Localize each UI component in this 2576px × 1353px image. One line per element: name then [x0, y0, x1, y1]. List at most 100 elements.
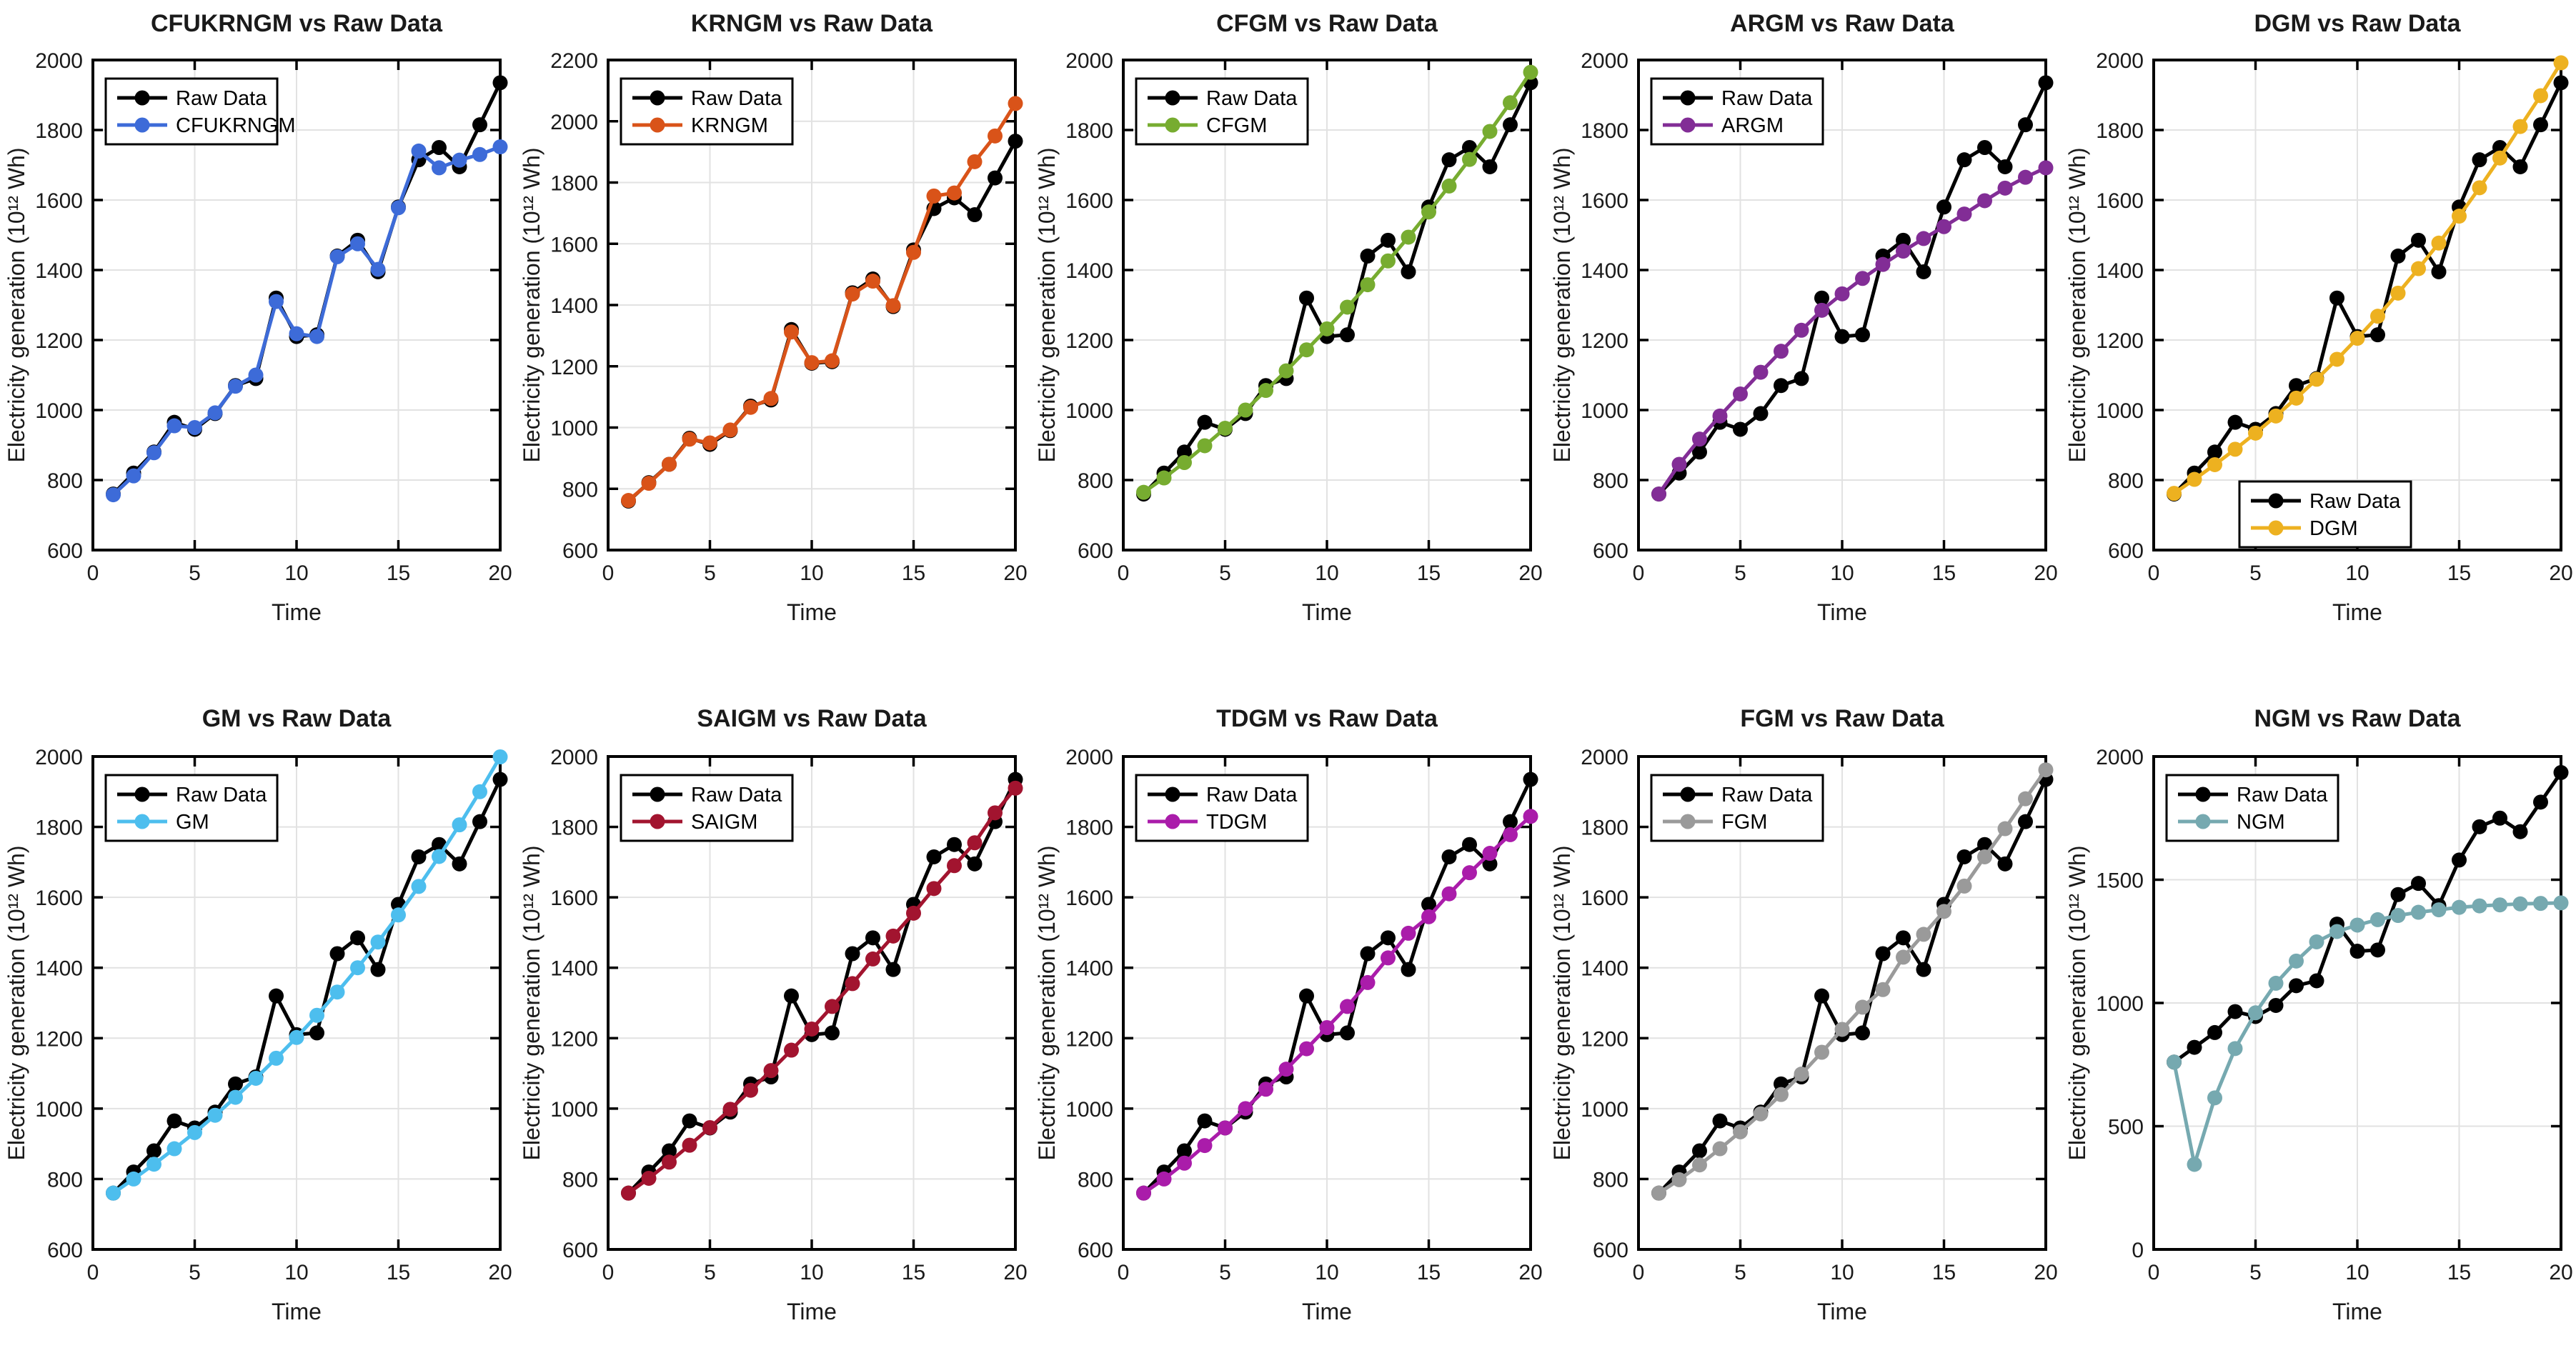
- data-point-krngm: [988, 128, 1003, 144]
- legend-marker-sample: [134, 787, 150, 802]
- data-point-raw-data: [784, 988, 799, 1004]
- data-point-cfgm: [1177, 455, 1192, 470]
- y-tick-label: 1400: [2096, 259, 2144, 283]
- data-point-raw-data: [1441, 152, 1457, 168]
- data-point-cfukrngm: [472, 146, 487, 162]
- data-point-raw-data: [1441, 849, 1457, 864]
- subplot-krngm: KRNGM vs Raw Data 600 800 1000 1200 1400 1600 1…: [519, 10, 1028, 625]
- data-point-saigm: [825, 999, 840, 1014]
- y-tick-label: 1800: [1065, 817, 1113, 840]
- y-tick-label: 1200: [1065, 1027, 1113, 1051]
- data-point-raw-data: [2207, 444, 2222, 460]
- x-tick-label: 5: [704, 1261, 716, 1284]
- x-axis-label: Time: [1302, 1299, 1352, 1324]
- data-point-raw-data: [1482, 159, 1498, 174]
- data-point-raw-data: [1299, 988, 1314, 1004]
- data-point-gm: [228, 1089, 243, 1105]
- data-point-raw-data: [1834, 329, 1850, 344]
- legend-marker-sample: [134, 117, 150, 133]
- data-point-cfgm: [1238, 402, 1253, 418]
- data-point-krngm: [784, 324, 799, 340]
- y-tick-label: 1400: [550, 957, 598, 981]
- legend-marker-sample: [2195, 814, 2211, 829]
- data-point-raw-data: [1814, 988, 1829, 1004]
- x-tick-label: 5: [1219, 1261, 1231, 1284]
- data-point-raw-data: [1916, 962, 1931, 977]
- data-point-dgm: [2452, 209, 2467, 224]
- x-tick-label: 15: [1932, 561, 1956, 585]
- data-point-argm: [1956, 206, 1972, 222]
- y-tick-label: 1800: [1065, 119, 1113, 143]
- x-tick-label: 15: [2447, 561, 2471, 585]
- data-point-saigm: [784, 1042, 799, 1058]
- y-tick-label: 500: [2108, 1116, 2144, 1139]
- legend: Raw Data TDGM: [1135, 774, 1309, 842]
- data-point-krngm: [947, 185, 962, 201]
- legend-marker-sample: [2268, 520, 2284, 536]
- y-axis-label: Electricity generation (10¹² Wh): [1034, 845, 1060, 1160]
- data-point-raw-data: [967, 207, 983, 223]
- legend-label: Raw Data: [176, 784, 267, 807]
- data-point-dgm: [2268, 408, 2284, 424]
- x-tick-label: 5: [1734, 1261, 1746, 1284]
- x-axis-label: Time: [1302, 599, 1352, 625]
- legend: Raw Data FGM: [1650, 774, 1824, 842]
- data-point-dgm: [2553, 55, 2569, 71]
- y-tick-label: 600: [1593, 539, 1628, 563]
- y-tick-label: 1600: [550, 887, 598, 910]
- data-point-gm: [329, 984, 345, 1000]
- data-point-raw-data: [2370, 942, 2385, 958]
- y-tick-label: 1000: [550, 1098, 598, 1122]
- legend-box: [1650, 774, 1824, 842]
- data-point-krngm: [967, 154, 983, 169]
- legend-marker-sample: [2268, 493, 2284, 509]
- y-tick-label: 1400: [550, 294, 598, 318]
- data-point-fgm: [1875, 982, 1891, 997]
- legend: Raw Data NGM: [2165, 774, 2339, 842]
- y-tick-label: 1000: [1065, 399, 1113, 423]
- data-point-cfukrngm: [166, 418, 182, 434]
- x-tick-label: 5: [2249, 561, 2262, 585]
- x-axis-label: Time: [1817, 1299, 1867, 1324]
- data-point-ngm: [2309, 934, 2324, 949]
- data-point-raw-data: [2492, 810, 2507, 826]
- data-point-raw-data: [2038, 75, 2054, 91]
- data-point-raw-data: [1299, 290, 1314, 306]
- data-point-cfgm: [1218, 420, 1233, 436]
- x-axis-label: Time: [272, 1299, 322, 1324]
- data-point-fgm: [1712, 1141, 1728, 1157]
- legend-label: KRNGM: [691, 114, 768, 137]
- y-tick-label: 1000: [35, 399, 83, 423]
- y-axis-label: Electricity generation (10¹² Wh): [1034, 147, 1060, 462]
- data-point-tdgm: [1421, 909, 1436, 924]
- legend-label: ARGM: [1721, 114, 1784, 137]
- y-tick-label: 600: [1078, 539, 1113, 563]
- data-point-raw-data: [1855, 327, 1870, 343]
- legend-marker-sample: [2195, 787, 2211, 802]
- y-tick-label: 1800: [35, 119, 83, 143]
- x-tick-label: 5: [704, 561, 716, 585]
- data-point-krngm: [1008, 96, 1023, 111]
- legend: Raw Data CFUKRNGM: [104, 77, 296, 146]
- data-point-raw-data: [2512, 159, 2528, 174]
- data-point-gm: [370, 934, 386, 950]
- data-point-fgm: [1692, 1157, 1707, 1173]
- data-point-raw-data: [2411, 876, 2426, 892]
- subplot-title: GM vs Raw Data: [202, 705, 392, 732]
- x-tick-label: 20: [2549, 561, 2572, 585]
- x-tick-label: 0: [2148, 561, 2160, 585]
- data-point-cfgm: [1523, 64, 1538, 80]
- y-tick-label: 1200: [1065, 329, 1113, 353]
- legend-marker-sample: [650, 90, 665, 106]
- legend-label: GM: [176, 811, 209, 834]
- subplot-title: DGM vs Raw Data: [2254, 10, 2461, 37]
- y-tick-label: 1000: [1581, 1098, 1628, 1122]
- data-point-gm: [452, 817, 467, 833]
- data-point-fgm: [1651, 1185, 1666, 1201]
- data-point-tdgm: [1401, 925, 1416, 941]
- x-axis-label: Time: [787, 1299, 837, 1324]
- y-tick-label: 1400: [35, 957, 83, 981]
- data-point-raw-data: [1956, 152, 1972, 168]
- data-point-gm: [187, 1124, 202, 1140]
